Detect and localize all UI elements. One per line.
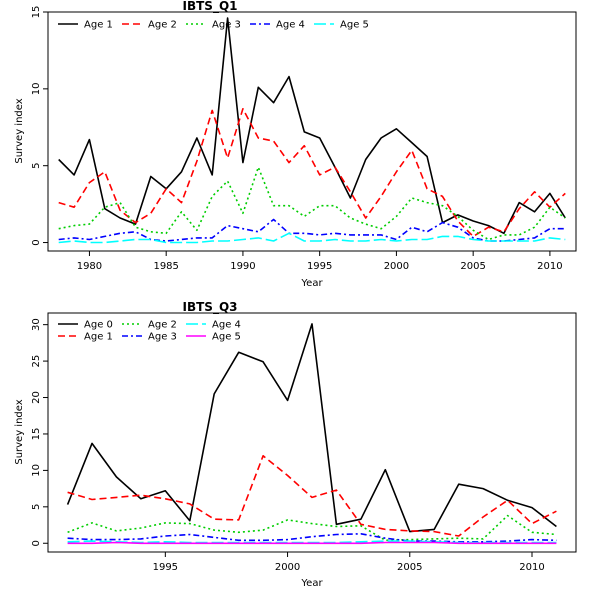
y-axis-title: Survey index [14,399,25,464]
y-axis-title: Survey index [14,98,25,163]
y-tick-label: 0 [31,239,42,245]
legend-entry: Age 0 [84,320,113,331]
legend-entry: Age 2 [148,320,177,331]
series-line-age-5 [67,541,557,545]
series-line-age-2 [67,514,557,542]
chart-title: IBTS_Q3 [183,300,238,315]
legend-entry: Age 5 [212,332,241,343]
x-tick-label: 2005 [397,562,422,573]
chart-panel-ibts-q1: IBTS_Q1 Year Survey index 1980 1985 1990 19… [14,0,577,289]
x-tick-label: 1995 [153,562,178,573]
x-axis-title: Year [300,578,323,589]
legend-entry: Age 1 [84,332,113,343]
series-line-age-2 [58,108,566,238]
x-tick-label: 2000 [384,261,409,272]
y-tick-label: 10 [31,464,42,477]
y-tick-label: 30 [31,318,42,331]
y-tick-label: 20 [31,391,42,404]
series-group [58,17,566,244]
chart-title: IBTS_Q1 [183,0,238,14]
legend-entry: Age 3 [212,20,241,31]
axis-ticks: 1995 2000 2005 2010 0 5 10 15 20 25 30 [31,318,545,573]
series-line-age-3 [58,166,566,241]
plot-frame [47,11,577,252]
y-tick-label: 10 [31,82,42,95]
legend: Age 1 Age 2 Age 3 Age 4 Age 5 [58,20,369,31]
x-tick-label: 2010 [537,261,562,272]
y-tick-label: 15 [31,428,42,441]
series-line-age-1 [67,454,557,537]
x-tick-label: 2010 [519,562,544,573]
x-tick-label: 1990 [230,261,255,272]
y-tick-label: 5 [31,163,42,169]
x-axis-title: Year [300,278,323,289]
x-tick-label: 1995 [307,261,332,272]
chart-panel-ibts-q3: IBTS_Q3 Year Survey index 1995 2000 2005 20… [14,300,577,589]
axis-ticks: 1980 1985 1990 1995 2000 2005 2010 0 5 10 15 [31,6,563,272]
y-tick-label: 0 [31,540,42,546]
legend-entry: Age 5 [340,20,369,31]
y-tick-label: 25 [31,355,42,368]
series-group [66,323,557,545]
series-line-age-5 [58,232,566,244]
legend-entry: Age 4 [212,320,241,331]
y-tick-label: 15 [31,6,42,19]
series-line-age-1 [58,17,566,235]
y-tick-label: 5 [31,504,42,510]
legend-entry: Age 1 [84,20,113,31]
x-tick-label: 1985 [153,261,178,272]
legend-entry: Age 2 [148,20,177,31]
legend-entry: Age 4 [276,20,305,31]
x-tick-label: 1980 [77,261,102,272]
legend-entry: Age 3 [148,332,177,343]
plot-frame [47,312,577,553]
x-tick-label: 2000 [275,562,300,573]
x-tick-label: 2005 [460,261,485,272]
